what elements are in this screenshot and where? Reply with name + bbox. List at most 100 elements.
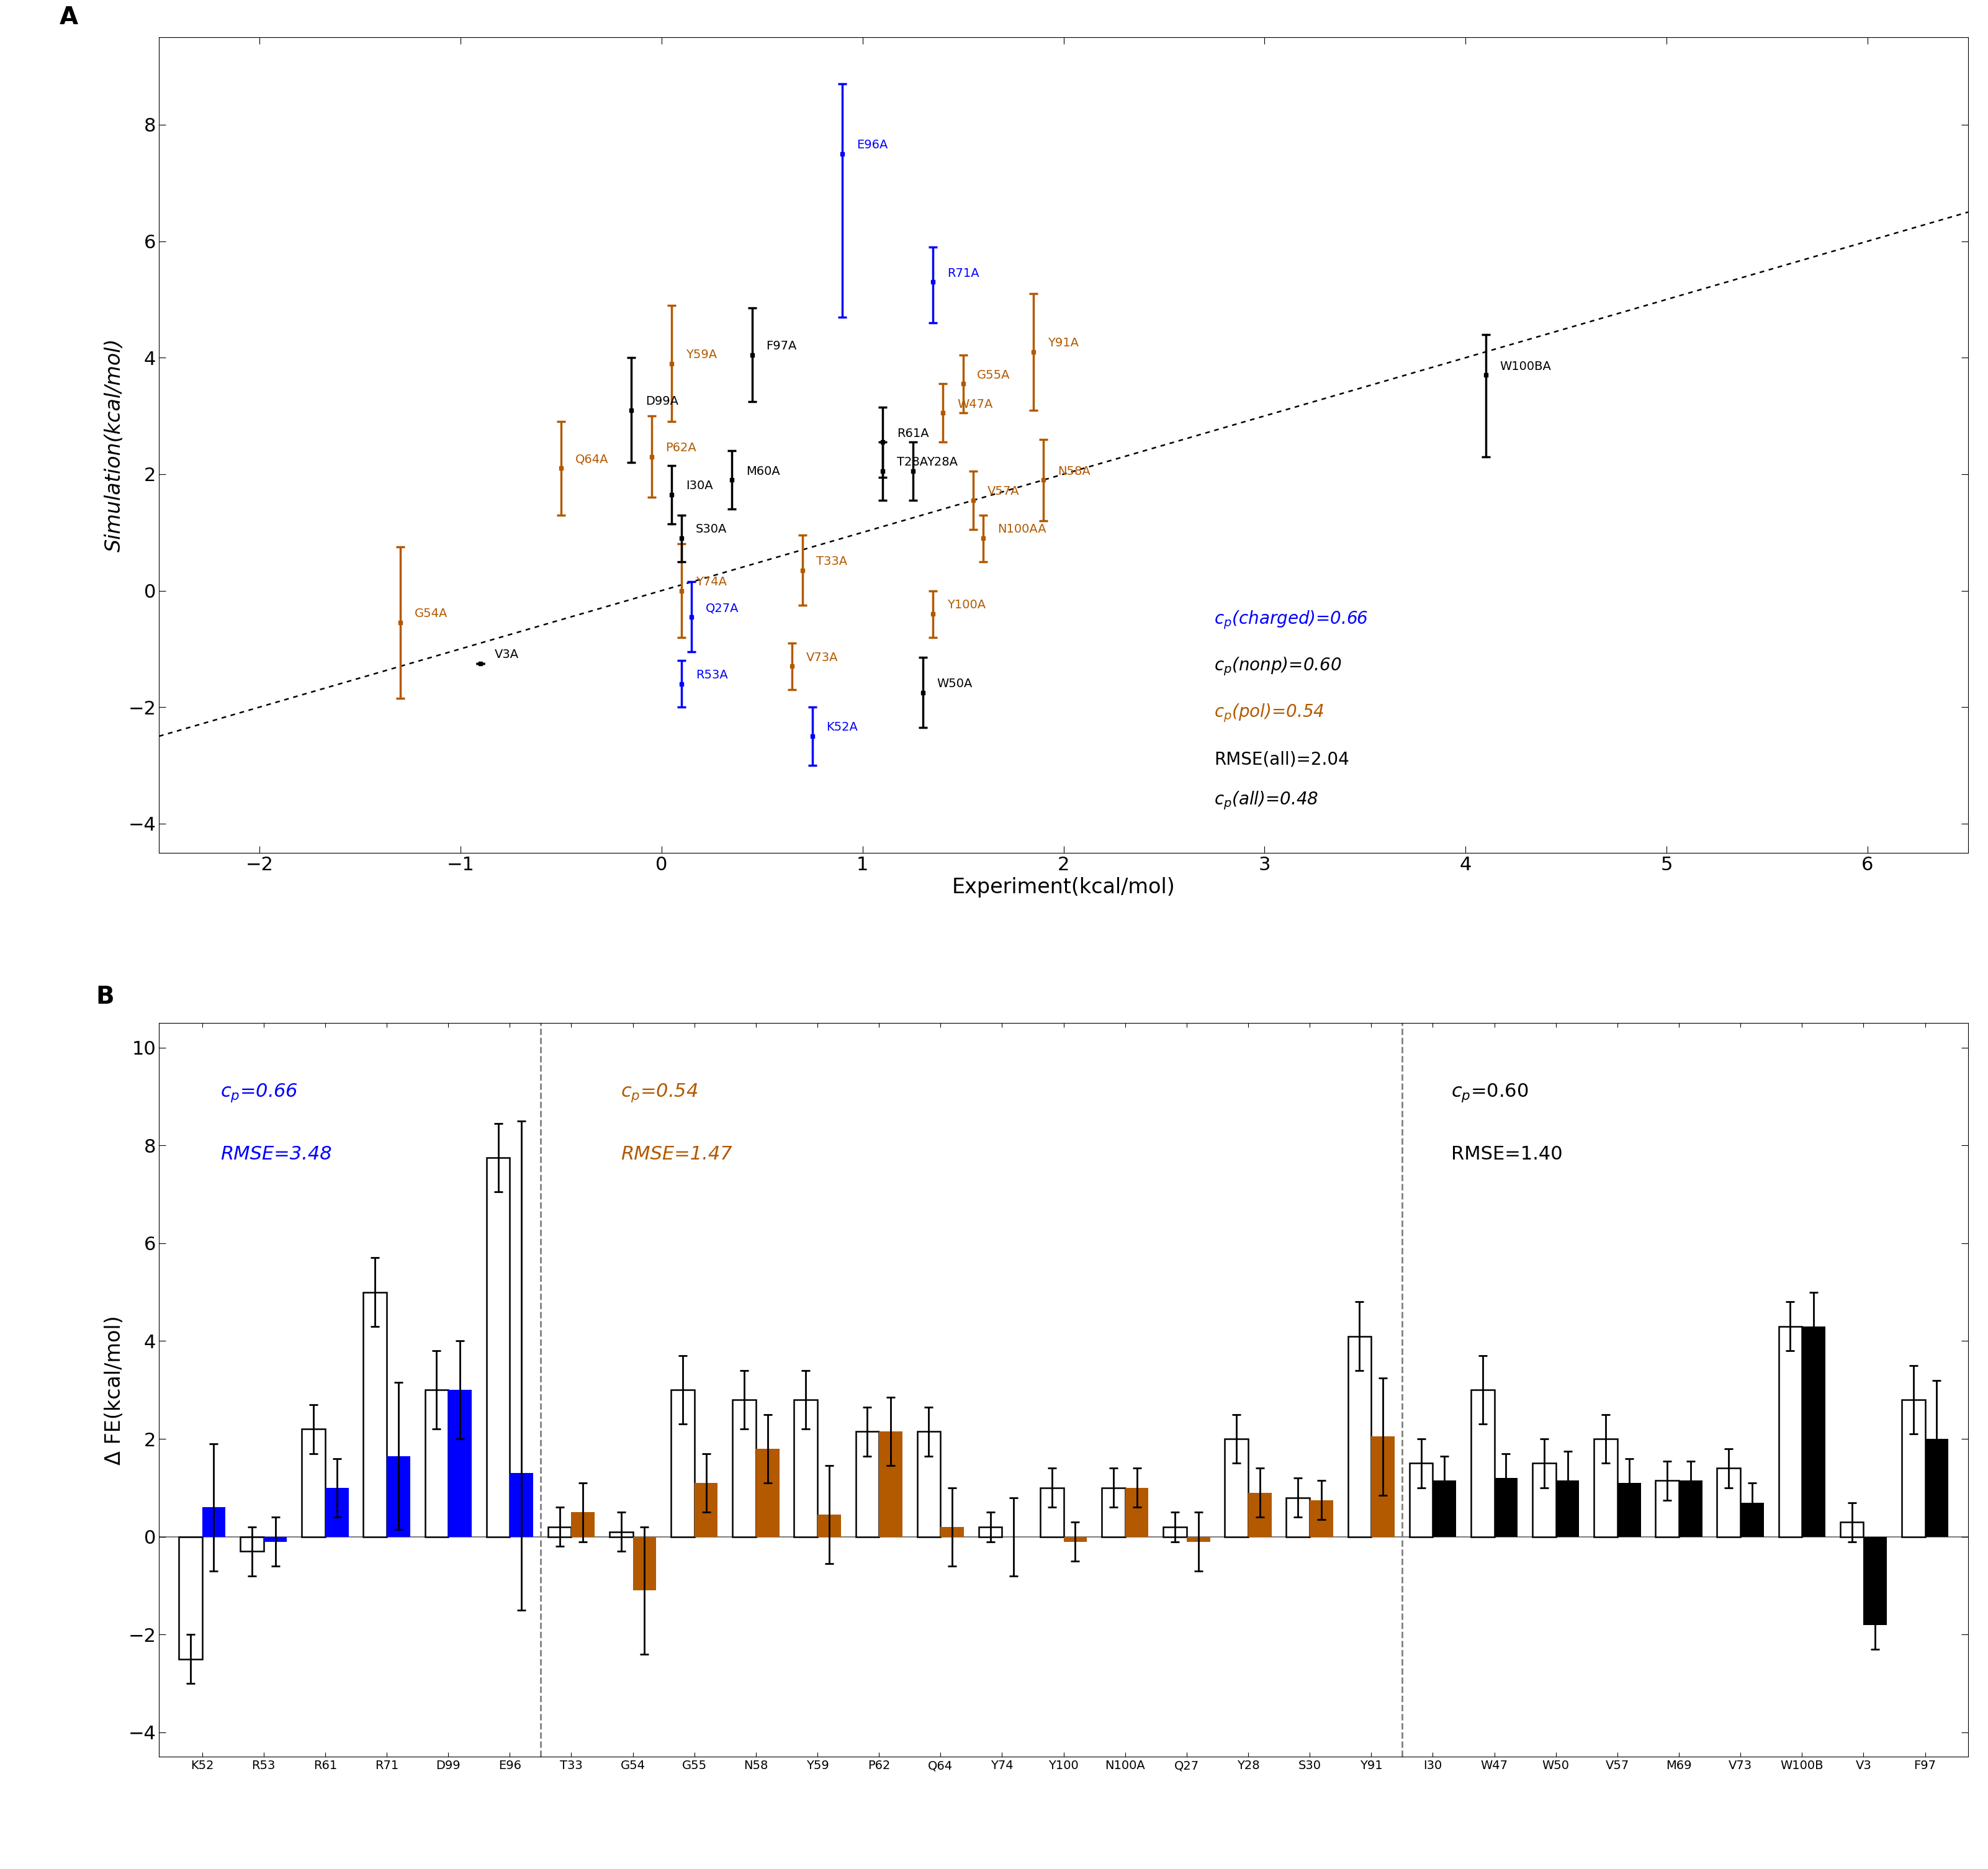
- Bar: [1680, 1480, 1702, 1536]
- Bar: [571, 1512, 594, 1536]
- Bar: [302, 1430, 326, 1536]
- Text: W47A: W47A: [956, 398, 992, 409]
- Bar: [1903, 1400, 1924, 1536]
- Bar: [203, 1508, 225, 1536]
- Bar: [1248, 1493, 1272, 1536]
- Text: K52A: K52A: [827, 721, 859, 733]
- Bar: [326, 1488, 348, 1536]
- Bar: [817, 1514, 841, 1536]
- Bar: [1409, 1463, 1433, 1536]
- Text: E96A: E96A: [857, 138, 889, 151]
- Text: Q27A: Q27A: [706, 602, 740, 613]
- Text: G55A: G55A: [978, 370, 1010, 381]
- Bar: [1187, 1536, 1211, 1542]
- Bar: [978, 1527, 1002, 1536]
- Text: A: A: [60, 6, 78, 30]
- Bar: [509, 1473, 533, 1536]
- Text: Y74A: Y74A: [696, 576, 728, 587]
- Bar: [610, 1533, 632, 1536]
- Text: R71A: R71A: [946, 267, 978, 278]
- Bar: [1740, 1503, 1763, 1536]
- Text: Y91A: Y91A: [1048, 336, 1079, 350]
- Text: R53A: R53A: [696, 669, 728, 680]
- Y-axis label: Simulation(kcal/mol): Simulation(kcal/mol): [103, 338, 125, 551]
- Text: $c_p$(all)=0.48: $c_p$(all)=0.48: [1215, 789, 1318, 811]
- Bar: [632, 1536, 656, 1591]
- Bar: [1656, 1480, 1680, 1536]
- Bar: [1495, 1478, 1517, 1536]
- Text: I30A: I30A: [686, 480, 714, 492]
- Bar: [1040, 1488, 1064, 1536]
- Bar: [549, 1527, 571, 1536]
- Bar: [940, 1527, 964, 1536]
- Text: RMSE(all)=2.04: RMSE(all)=2.04: [1215, 751, 1350, 768]
- Text: B: B: [95, 985, 113, 1009]
- Text: $c_p$(charged)=0.66: $c_p$(charged)=0.66: [1215, 609, 1368, 630]
- Text: V3A: V3A: [495, 649, 519, 660]
- Bar: [1557, 1480, 1578, 1536]
- Text: Y100A: Y100A: [946, 600, 986, 611]
- Text: T28A: T28A: [897, 456, 928, 469]
- Bar: [1594, 1439, 1618, 1536]
- Text: Q64A: Q64A: [575, 454, 608, 465]
- Bar: [388, 1456, 410, 1536]
- Bar: [241, 1536, 264, 1551]
- X-axis label: Experiment(kcal/mol): Experiment(kcal/mol): [952, 877, 1175, 897]
- Text: V57A: V57A: [988, 486, 1020, 497]
- Bar: [793, 1400, 817, 1536]
- Text: RMSE=3.48: RMSE=3.48: [221, 1146, 332, 1163]
- Bar: [1125, 1488, 1149, 1536]
- Bar: [732, 1400, 755, 1536]
- Bar: [879, 1432, 903, 1536]
- Bar: [264, 1536, 286, 1542]
- Bar: [1348, 1336, 1372, 1536]
- Text: P62A: P62A: [666, 441, 696, 454]
- Text: V73A: V73A: [807, 652, 839, 663]
- Bar: [1225, 1439, 1248, 1536]
- Bar: [1618, 1482, 1640, 1536]
- Text: RMSE=1.47: RMSE=1.47: [620, 1146, 732, 1163]
- Bar: [855, 1432, 879, 1536]
- Bar: [1101, 1488, 1125, 1536]
- Bar: [1433, 1480, 1455, 1536]
- Text: $c_p$=0.54: $c_p$=0.54: [620, 1082, 698, 1103]
- Bar: [1163, 1527, 1187, 1536]
- Bar: [447, 1391, 471, 1536]
- Bar: [1801, 1327, 1825, 1536]
- Bar: [364, 1291, 388, 1536]
- Bar: [1841, 1521, 1863, 1536]
- Text: $c_p$=0.60: $c_p$=0.60: [1451, 1082, 1529, 1103]
- Bar: [1372, 1437, 1396, 1536]
- Text: T33A: T33A: [817, 555, 847, 568]
- Text: $c_p$(nonp)=0.60: $c_p$(nonp)=0.60: [1215, 656, 1342, 677]
- Text: M60A: M60A: [746, 465, 779, 477]
- Bar: [1718, 1469, 1740, 1536]
- Bar: [755, 1448, 779, 1536]
- Text: N58A: N58A: [1058, 465, 1089, 477]
- Bar: [1310, 1501, 1334, 1536]
- Bar: [1779, 1327, 1801, 1536]
- Bar: [1471, 1391, 1495, 1536]
- Text: W50A: W50A: [936, 678, 972, 690]
- Text: RMSE=1.40: RMSE=1.40: [1451, 1146, 1563, 1163]
- Text: G54A: G54A: [414, 607, 447, 621]
- Text: Y59A: Y59A: [686, 350, 718, 361]
- Text: W100BA: W100BA: [1499, 361, 1551, 372]
- Text: $c_p$=0.66: $c_p$=0.66: [221, 1082, 298, 1103]
- Bar: [694, 1482, 718, 1536]
- Bar: [1533, 1463, 1557, 1536]
- Bar: [1924, 1439, 1948, 1536]
- Text: S30A: S30A: [696, 523, 728, 535]
- Text: Y28A: Y28A: [926, 456, 958, 469]
- Bar: [672, 1391, 694, 1536]
- Bar: [916, 1432, 940, 1536]
- Text: D99A: D99A: [646, 396, 678, 407]
- Bar: [487, 1157, 509, 1536]
- Bar: [179, 1536, 203, 1660]
- Text: F97A: F97A: [765, 340, 797, 351]
- Bar: [1286, 1497, 1310, 1536]
- Y-axis label: Δ FE(kcal/mol): Δ FE(kcal/mol): [103, 1316, 125, 1465]
- Text: N100AA: N100AA: [998, 523, 1046, 535]
- Bar: [1064, 1536, 1087, 1542]
- Bar: [1863, 1536, 1887, 1624]
